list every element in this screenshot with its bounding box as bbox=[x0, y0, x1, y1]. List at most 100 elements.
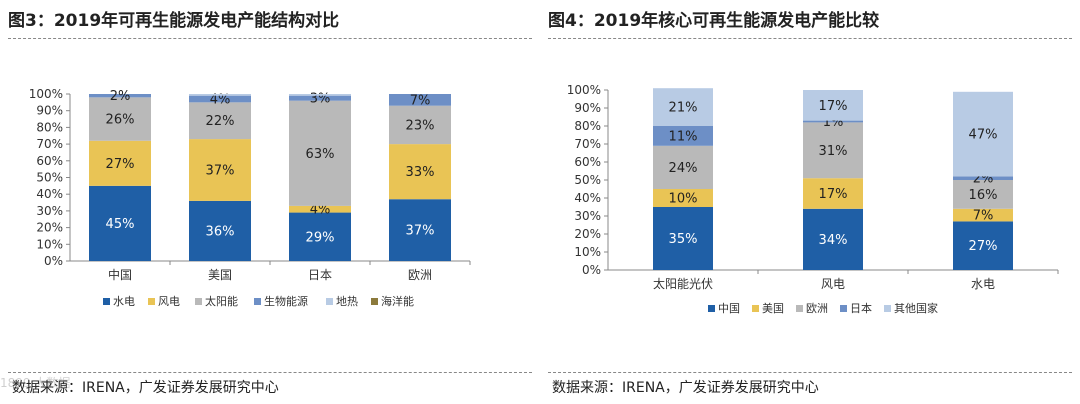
chart-panel-right: 图4：2019年核心可再生能源发电产能比较 0% 10% 20% 30% 40% 50% 6… bbox=[540, 0, 1080, 404]
bar-segment bbox=[289, 95, 351, 101]
bar-segment bbox=[653, 189, 713, 207]
bar-segment bbox=[389, 144, 451, 200]
data-label: 45% bbox=[106, 217, 135, 232]
x-tick-label: 风电 bbox=[821, 277, 845, 291]
legend-swatch bbox=[796, 305, 803, 312]
y-tick-label: 100% bbox=[567, 83, 601, 97]
legend-label: 地热 bbox=[336, 295, 358, 308]
divider bbox=[8, 38, 532, 39]
legend-swatch bbox=[884, 305, 891, 312]
legend-label: 太阳能 bbox=[205, 294, 238, 308]
watermark: 1899 大数据 bbox=[0, 376, 71, 390]
bar-segment bbox=[289, 212, 351, 261]
data-label: 37% bbox=[206, 163, 235, 178]
y-tick-label: 90% bbox=[574, 101, 601, 115]
y-tick-label: 40% bbox=[574, 191, 601, 205]
legend-swatch bbox=[254, 298, 261, 305]
bar-segment bbox=[89, 185, 151, 261]
divider bbox=[548, 372, 1072, 373]
data-label: 27% bbox=[106, 157, 135, 172]
data-label: 21% bbox=[669, 101, 698, 116]
y-tick-label: 70% bbox=[574, 137, 601, 151]
data-label: 37% bbox=[406, 224, 435, 239]
stacked-bar-chart-structure: 0% 10% 20% 30% 40% 50% 60% 70% 80% 90% 100% 中国 45% 27… bbox=[29, 87, 471, 308]
legend-swatch bbox=[148, 298, 155, 305]
y-tick-label: 50% bbox=[574, 173, 601, 187]
legend-label: 海洋能 bbox=[381, 294, 414, 308]
bar-segment bbox=[189, 200, 251, 261]
data-label: 17% bbox=[819, 99, 848, 114]
bar-segment bbox=[89, 94, 151, 98]
legend-label: 水电 bbox=[113, 295, 135, 308]
y-tick-label: 50% bbox=[36, 171, 63, 185]
data-label: 34% bbox=[819, 233, 848, 248]
data-label: 4% bbox=[310, 203, 331, 218]
data-label: 2% bbox=[110, 89, 131, 104]
chart-title: 图3：2019年可再生能源发电产能结构对比 bbox=[8, 11, 340, 31]
stacked-bar-chart-comparison: 0% 10% 20% 30% 40% 50% 60% 70% 80% 90% 100% 太阳能光伏 35… bbox=[567, 83, 1059, 315]
bar-segment bbox=[389, 94, 451, 106]
bar-segment bbox=[289, 100, 351, 206]
y-tick-label: 0% bbox=[44, 254, 63, 268]
bar-segment bbox=[653, 126, 713, 146]
data-label: 4% bbox=[210, 93, 231, 108]
bar-segment bbox=[89, 140, 151, 186]
bar-segment bbox=[653, 145, 713, 189]
legend-swatch bbox=[371, 298, 378, 305]
data-label: 29% bbox=[306, 230, 335, 245]
legend-label: 欧洲 bbox=[806, 302, 828, 315]
data-label: 24% bbox=[669, 161, 698, 176]
bar-segment bbox=[653, 207, 713, 270]
bar-segment bbox=[89, 97, 151, 141]
y-tick-label: 80% bbox=[36, 120, 63, 134]
x-tick-label: 中国 bbox=[108, 267, 132, 282]
data-label: 31% bbox=[819, 144, 848, 159]
y-tick-label: 70% bbox=[36, 137, 63, 151]
y-tick-label: 90% bbox=[36, 104, 63, 118]
bar-segment bbox=[289, 205, 351, 213]
data-label: 23% bbox=[406, 118, 435, 133]
y-tick-label: 20% bbox=[574, 227, 601, 241]
data-label: 36% bbox=[206, 224, 235, 239]
bar-segment bbox=[803, 208, 863, 270]
bar-segment bbox=[189, 95, 251, 103]
bar-segment bbox=[389, 105, 451, 145]
x-tick-label: 美国 bbox=[208, 268, 232, 282]
x-tick-label: 欧洲 bbox=[408, 268, 432, 282]
y-tick-label: 100% bbox=[29, 87, 63, 101]
data-label: 17% bbox=[819, 187, 848, 202]
bar-segment bbox=[289, 94, 351, 96]
bar-segment bbox=[653, 88, 713, 126]
data-label: 3% bbox=[310, 92, 331, 107]
data-label: 27% bbox=[969, 239, 998, 254]
bar-segment bbox=[389, 199, 451, 261]
legend-label: 美国 bbox=[762, 302, 784, 315]
legend-label: 风电 bbox=[158, 295, 180, 308]
source-note: 数据来源：IRENA，广发证券发展研究中心 bbox=[552, 380, 819, 396]
legend-swatch bbox=[840, 305, 847, 312]
bar-segment bbox=[803, 178, 863, 209]
data-label: 47% bbox=[969, 128, 998, 143]
chart-panel-left: 图3：2019年可再生能源发电产能结构对比 0% 10% 20% 30% 40% 50% 6… bbox=[0, 11, 532, 396]
y-tick-label: 80% bbox=[574, 119, 601, 133]
chart-title: 图4：2019年核心可再生能源发电产能比较 bbox=[548, 11, 880, 31]
data-label: 11% bbox=[669, 129, 698, 144]
y-tick-label: 20% bbox=[36, 221, 63, 235]
bar-segment bbox=[953, 180, 1013, 209]
bar-segment bbox=[189, 102, 251, 140]
legend-label: 生物能源 bbox=[264, 294, 308, 308]
data-label: 16% bbox=[969, 188, 998, 203]
bar-segment bbox=[189, 139, 251, 201]
bar-segment bbox=[953, 176, 1013, 180]
bar-segment bbox=[953, 221, 1013, 270]
data-label: 26% bbox=[106, 113, 135, 128]
x-tick-label: 水电 bbox=[971, 277, 995, 291]
legend-swatch bbox=[752, 305, 759, 312]
y-tick-label: 0% bbox=[582, 263, 601, 277]
bar-segment bbox=[803, 120, 863, 123]
bar-segment bbox=[953, 91, 1013, 177]
data-label: 33% bbox=[406, 165, 435, 180]
bar-segment bbox=[803, 122, 863, 179]
bar-segment bbox=[803, 90, 863, 121]
data-label: 7% bbox=[410, 93, 431, 108]
